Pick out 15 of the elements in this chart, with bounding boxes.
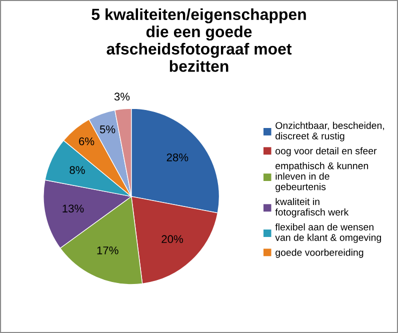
data-label: 17%: [97, 246, 118, 254]
legend-label: Onzichtbaar, bescheiden, discreet & rustig: [276, 122, 384, 142]
data-label: 28%: [166, 153, 188, 162]
legend-label: empathisch & kunnen inleven in de gebeurtenis: [276, 162, 368, 192]
legend-label: flexibel aan de wensen van de klant & omgeving: [275, 223, 381, 243]
data-label: 8%: [70, 166, 85, 174]
data-label: 3%: [114, 92, 130, 101]
data-label: 20%: [162, 235, 183, 244]
data-label: 5%: [100, 125, 116, 134]
legend-label: kwaliteit in fotografisch werk: [275, 198, 349, 218]
legend-label: oog voor detail en sfeer: [276, 147, 377, 156]
legend-label: goede voorbereiding: [276, 248, 364, 258]
data-label: 6%: [79, 137, 94, 146]
data-label: 13%: [62, 204, 84, 212]
chart-title: 5 kwaliteiten/eigenschappen die een goede afscheidsfotograaf moet bezitten: [92, 8, 306, 72]
